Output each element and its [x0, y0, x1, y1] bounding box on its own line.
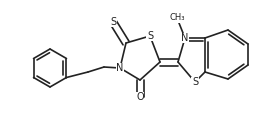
Text: S: S	[147, 31, 153, 41]
Text: O: O	[136, 92, 144, 102]
Text: CH₃: CH₃	[169, 13, 185, 23]
Text: S: S	[110, 17, 116, 27]
Text: N: N	[116, 63, 124, 73]
Text: S: S	[192, 77, 198, 87]
Text: N: N	[181, 33, 189, 43]
